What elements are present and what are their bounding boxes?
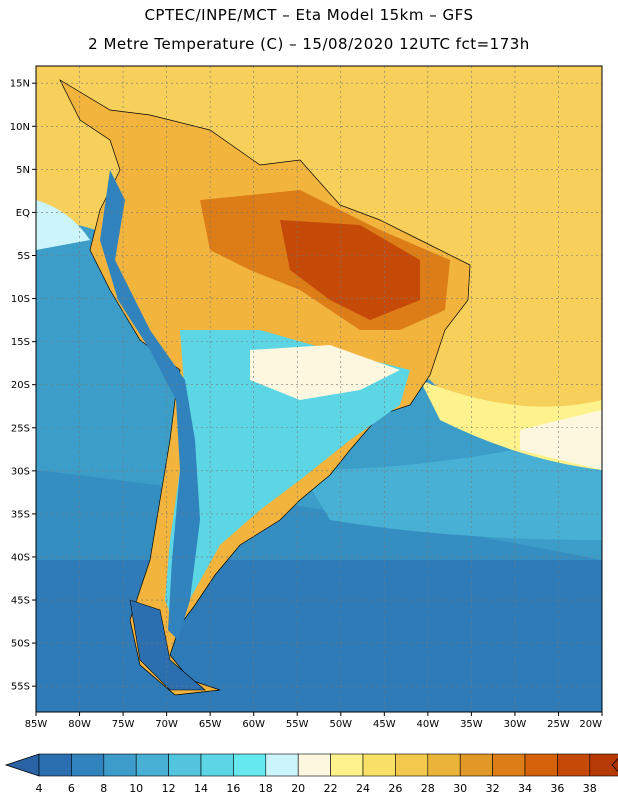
lat-tick-label: 55S xyxy=(11,682,30,693)
lon-tick-label: 20W xyxy=(579,719,602,730)
land-hottest xyxy=(280,220,420,320)
lon-tick-label: 80W xyxy=(68,719,91,730)
colorbar-swatch xyxy=(135,753,169,777)
lon-tick-label: 85W xyxy=(25,719,48,730)
lon-tick-label: 30W xyxy=(504,719,527,730)
lat-tick-label: 15N xyxy=(10,79,30,90)
lat-tick-label: 15S xyxy=(11,337,30,348)
colorbar-swatch xyxy=(557,753,591,777)
colorbar-swatch xyxy=(427,753,461,777)
lat-tick-label: 5S xyxy=(17,251,30,262)
colorbar-label: 18 xyxy=(259,782,273,795)
colorbar-label: 14 xyxy=(194,782,208,795)
lat-tick-label: 10N xyxy=(10,122,30,133)
colorbar-label: 38 xyxy=(583,782,597,795)
lat-tick-label: 5N xyxy=(16,165,30,176)
lat-tick-label: 10S xyxy=(11,294,30,305)
colorbar-label: 16 xyxy=(226,782,240,795)
lat-tick-label: 40S xyxy=(11,552,30,563)
colorbar-label: 24 xyxy=(356,782,370,795)
map-gridlines xyxy=(35,66,603,712)
map-frame xyxy=(35,65,603,713)
colorbar-label: 28 xyxy=(421,782,435,795)
map-title: CPTEC/INPE/MCT – Eta Model 15km – GFS xyxy=(144,6,474,24)
colorbar-swatch xyxy=(103,753,137,777)
colorbar-swatch xyxy=(459,753,493,777)
colorbar-swatch xyxy=(589,753,618,777)
colorbar-label: 34 xyxy=(518,782,532,795)
lon-tick-label: 55W xyxy=(286,719,309,730)
colorbar-label: 20 xyxy=(291,782,305,795)
colorbar-low-arrow xyxy=(4,753,40,777)
lat-tick-label: 30S xyxy=(11,466,30,477)
lon-tick-label: 45W xyxy=(373,719,396,730)
colorbar-swatch xyxy=(233,753,267,777)
lon-tick-label: 40W xyxy=(417,719,440,730)
colorbar-swatch xyxy=(330,753,364,777)
colorbar-swatch xyxy=(265,753,299,777)
colorbar-swatch xyxy=(492,753,526,777)
lon-tick-label: 35W xyxy=(460,719,483,730)
colorbar-label: 8 xyxy=(100,782,107,795)
colorbar-label: 6 xyxy=(68,782,75,795)
lat-tick-label: 45S xyxy=(11,596,30,607)
colorbar-label: 36 xyxy=(550,782,564,795)
colorbar-label: 4 xyxy=(36,782,43,795)
colorbar-label: 10 xyxy=(129,782,143,795)
lat-tick-label: 25S xyxy=(11,423,30,434)
temperature-field xyxy=(36,66,602,712)
land-pale-band xyxy=(250,345,400,400)
ocean-pale-atlantic xyxy=(520,410,602,470)
colorbar-label: 32 xyxy=(486,782,500,795)
ocean-mid-band xyxy=(300,430,602,540)
latitude-tick-labels: 15N 10N 5N EQ 5S 10S 15S 20S 25S 30S 35S 40S 45S 50S 5… xyxy=(10,79,36,693)
colorbar-label: 26 xyxy=(388,782,402,795)
colorbar-label: 12 xyxy=(162,782,176,795)
colorbar-label: 30 xyxy=(453,782,467,795)
lat-tick-label: 35S xyxy=(11,509,30,520)
land-cool-south xyxy=(165,330,410,625)
lat-tick-label: 50S xyxy=(11,639,30,650)
colorbar-swatch xyxy=(362,753,396,777)
lat-tick-label: 20S xyxy=(11,380,30,391)
colorbar-label: 22 xyxy=(324,782,338,795)
andes-cold xyxy=(100,170,200,640)
colorbar-swatch xyxy=(524,753,558,777)
temperature-colorbar: 4 6 8 10 12 14 16 18 20 22 24 26 28 30 32 34 36 38 xyxy=(4,753,618,795)
map-subtitle: 2 Metre Temperature (C) – 15/08/2020 12U… xyxy=(88,35,530,53)
lon-tick-label: 65W xyxy=(199,719,222,730)
lat-tick-label: EQ xyxy=(16,208,30,219)
lon-tick-label: 75W xyxy=(112,719,135,730)
colorbar-swatch xyxy=(297,753,331,777)
colorbar-high-arrow xyxy=(611,757,618,773)
lon-tick-label: 25W xyxy=(547,719,570,730)
longitude-tick-labels: 85W 80W 75W 70W 65W 60W 55W 50W 45W 40W 35W 30W 25W 2… xyxy=(25,712,603,730)
lon-tick-label: 60W xyxy=(242,719,265,730)
lon-tick-label: 50W xyxy=(329,719,352,730)
lon-tick-label: 70W xyxy=(155,719,178,730)
colorbar-swatch xyxy=(395,753,429,777)
colorbar-swatch xyxy=(200,753,234,777)
colorbar-swatch xyxy=(168,753,202,777)
colorbar-swatch xyxy=(71,753,105,777)
patagonia-islands xyxy=(129,599,206,691)
ocean-pacific-warm xyxy=(36,200,90,250)
colorbar-swatch xyxy=(38,753,72,777)
